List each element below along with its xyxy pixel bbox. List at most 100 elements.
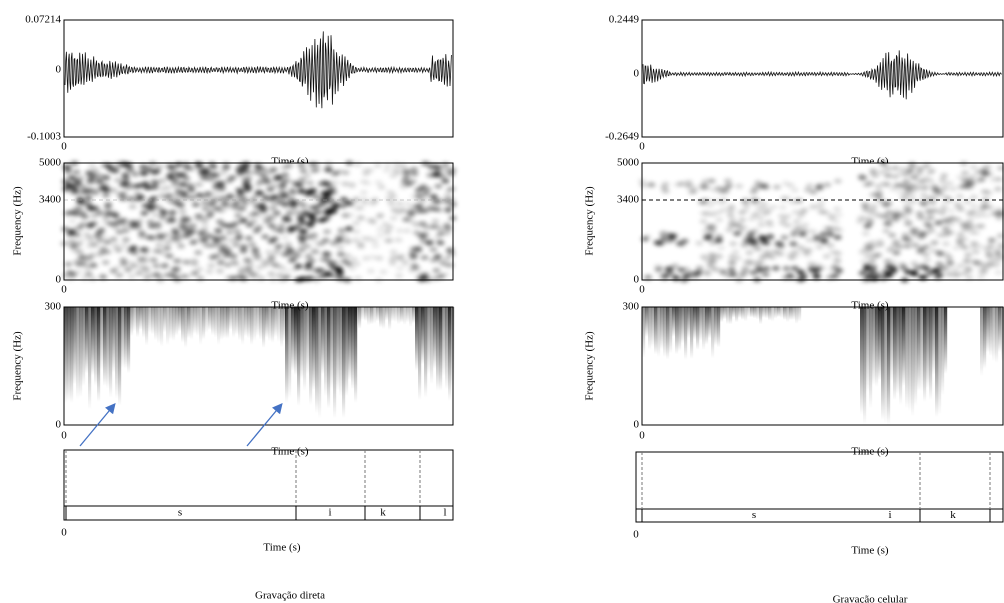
spectrogram-cell bbox=[370, 238, 379, 244]
spectrogram-cell bbox=[239, 168, 248, 174]
spectrogram-cell bbox=[216, 260, 225, 266]
spectrogram-cell bbox=[863, 263, 872, 269]
spectrogram-cell bbox=[809, 189, 818, 195]
spectrogram-cell bbox=[892, 250, 901, 256]
pitch-stripe bbox=[256, 307, 260, 337]
pitch-stripe bbox=[361, 307, 365, 320]
spectrogram-cell bbox=[135, 218, 144, 224]
spectrogram-cell bbox=[717, 245, 726, 251]
pitch-stripe bbox=[345, 307, 349, 397]
spectrogram-cell bbox=[414, 275, 423, 281]
pitch-stripe bbox=[318, 307, 322, 419]
spectrogram-cell bbox=[719, 270, 728, 276]
spectrogram-cell bbox=[749, 238, 758, 244]
spectrogram-cell bbox=[357, 241, 366, 247]
pitch-stripe bbox=[220, 307, 224, 340]
spectrogram-cell bbox=[942, 225, 951, 231]
pitch-stripe bbox=[421, 307, 425, 365]
spectrogram-cell bbox=[889, 259, 898, 265]
spectrogram-cell bbox=[399, 184, 408, 190]
spectrogram-cell bbox=[240, 201, 249, 207]
spectrogram-cell bbox=[960, 170, 969, 176]
pitch-stripe bbox=[382, 307, 386, 330]
spectrogram-cell bbox=[665, 232, 674, 238]
spectrogram-cell bbox=[708, 226, 717, 232]
spectrogram-cell bbox=[85, 244, 94, 250]
pitch-stripe bbox=[914, 307, 918, 407]
spectrogram-cell bbox=[964, 252, 973, 258]
pitch-stripe bbox=[875, 307, 879, 387]
spectrogram-cell bbox=[171, 182, 180, 188]
spectrogram-cell bbox=[297, 188, 306, 194]
pitch-stripe bbox=[783, 307, 787, 320]
spectrogram-cell bbox=[726, 212, 735, 218]
spectrogram-cell bbox=[756, 260, 765, 266]
spectrogram-cell bbox=[129, 263, 138, 269]
pitch-stripe bbox=[929, 307, 933, 400]
spectrogram-cell bbox=[439, 173, 448, 179]
spectrogram-cell bbox=[987, 237, 996, 243]
spectrogram-cell bbox=[70, 248, 79, 254]
spectrogram-cell bbox=[121, 174, 130, 180]
spectrogram-cell bbox=[269, 205, 278, 211]
pitch-stripe bbox=[427, 307, 431, 375]
spectrogram-cell bbox=[323, 167, 332, 173]
spectrogram-cell bbox=[982, 170, 991, 176]
spectrogram-cell bbox=[643, 233, 652, 239]
pitch-stripe bbox=[274, 307, 278, 338]
spectrogram-cell bbox=[945, 271, 954, 277]
spectrogram-cell bbox=[687, 189, 696, 195]
spectrogram-cell bbox=[200, 224, 209, 230]
spectrogram-cell bbox=[864, 253, 873, 259]
pitch-stripe bbox=[364, 307, 368, 322]
spectrogram-cell bbox=[426, 240, 435, 246]
spectrogram-cell bbox=[647, 182, 656, 188]
pitch-stripe bbox=[211, 307, 215, 336]
spectrogram-cell bbox=[100, 162, 109, 168]
spectrogram-cell bbox=[149, 235, 158, 241]
spectrogram-cell bbox=[123, 267, 132, 273]
spectrogram-cell bbox=[727, 260, 736, 266]
spectrogram-cell bbox=[942, 251, 951, 257]
spectrogram-cell bbox=[142, 268, 151, 274]
spectrogram-cell bbox=[892, 239, 901, 245]
spectrogram-cell bbox=[219, 170, 228, 176]
spectrogram-cell bbox=[219, 222, 228, 228]
pitch-stripe bbox=[178, 307, 182, 332]
spectrogram-cell bbox=[313, 268, 322, 274]
spectrogram-cell bbox=[441, 178, 450, 184]
spectrogram-cell bbox=[252, 228, 261, 234]
spectrogram-cell bbox=[234, 235, 243, 241]
spectrogram-cell bbox=[102, 175, 111, 181]
spectrogram-cell bbox=[368, 201, 377, 207]
spectrogram-cell bbox=[120, 222, 129, 228]
spectrogram-cell bbox=[899, 166, 908, 172]
spectrogram-cell bbox=[941, 241, 950, 247]
spectrogram-cell bbox=[67, 230, 76, 236]
pitch-stripe bbox=[747, 307, 751, 318]
pitch-stripe bbox=[708, 307, 712, 339]
spectrogram-cell bbox=[312, 194, 321, 200]
spectrogram-cell bbox=[861, 207, 870, 213]
spectrogram-cell bbox=[728, 254, 737, 260]
spectrogram-cell bbox=[67, 175, 76, 181]
spectrogram-cell bbox=[207, 195, 216, 201]
spectrogram-cell bbox=[771, 265, 780, 271]
pitch-stripe bbox=[253, 307, 257, 341]
spectrogram-cell bbox=[246, 263, 255, 269]
spectrogram-cell bbox=[796, 269, 805, 275]
spectrogram-cell bbox=[248, 198, 257, 204]
spectrogram-cell bbox=[341, 213, 350, 219]
spectrogram-cell bbox=[303, 243, 312, 249]
pitch-stripe bbox=[983, 307, 987, 369]
spectrogram-cell bbox=[946, 260, 955, 266]
spectrogram-cell bbox=[158, 178, 167, 184]
x-tick-label: 0 bbox=[639, 430, 645, 442]
spectrogram-cell bbox=[239, 217, 248, 223]
spectrogram-cell bbox=[383, 238, 392, 244]
x-tick-label: 0 bbox=[633, 529, 639, 541]
spectrogram-cell bbox=[723, 184, 732, 190]
spectrogram-cell bbox=[237, 268, 246, 274]
spectrogram-cell bbox=[944, 254, 953, 260]
pitch-stripe bbox=[309, 307, 313, 405]
